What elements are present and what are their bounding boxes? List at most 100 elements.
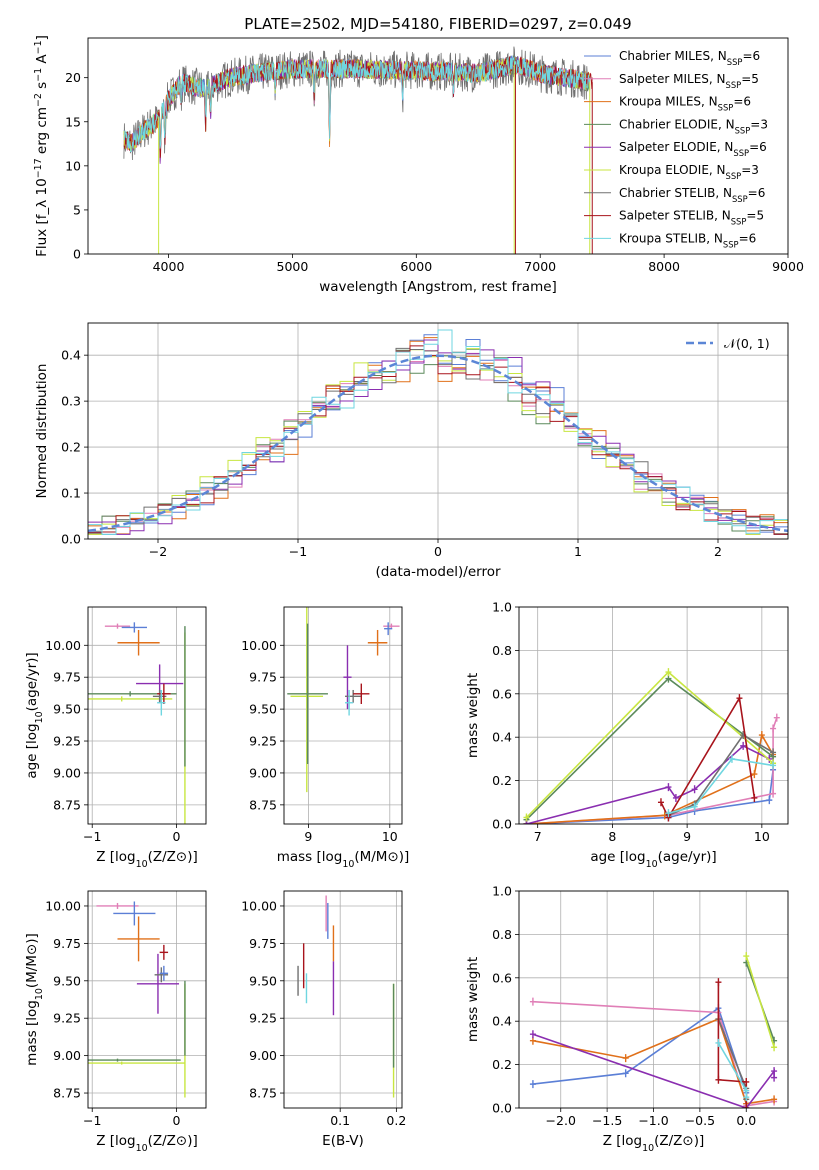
errorbar-point xyxy=(121,622,147,633)
errorbar-point xyxy=(353,683,370,705)
x-tick-label: 6000 xyxy=(400,259,432,274)
y-tick-label: 9.75 xyxy=(53,670,81,685)
weight-marker xyxy=(743,952,750,961)
weight-marker xyxy=(771,1073,778,1082)
x-tick-label: −1 xyxy=(83,829,101,844)
errorbar-point xyxy=(117,629,160,656)
weight-marker xyxy=(751,793,758,802)
errorbar-point xyxy=(117,916,160,962)
weight-marker xyxy=(736,694,743,703)
x-tick-label: 1 xyxy=(574,544,582,559)
x-axis-label: Z [log10(Z/Z⊙)] xyxy=(603,1133,705,1154)
x-tick-label: 8000 xyxy=(648,259,680,274)
y-tick-label: 9.75 xyxy=(53,936,81,951)
y-tick-label: 9.75 xyxy=(249,670,277,685)
errorbar-point xyxy=(104,623,131,629)
y-tick-label: 10.00 xyxy=(241,638,277,653)
weight-line-salpeter-elodie xyxy=(526,744,770,824)
errorbar-point xyxy=(154,967,169,983)
x-axis-label: (data-model)/error xyxy=(375,564,501,580)
weight-marker xyxy=(665,668,672,677)
x-tick-label: 9 xyxy=(304,829,312,844)
weight-marker xyxy=(665,809,672,818)
weight-marker xyxy=(622,1069,629,1078)
legend-label: Kroupa MILES, NSSP=6 xyxy=(619,95,751,113)
mass-vs-Z-frame xyxy=(87,890,207,1109)
y-tick-label: 0.2 xyxy=(492,773,512,788)
weight-marker xyxy=(672,793,679,802)
spectrum-legend: Chabrier MILES, NSSP=6 Salpeter MILES, NS… xyxy=(584,49,768,249)
legend-label: Chabrier MILES, NSSP=6 xyxy=(619,49,760,67)
x-axis-label: age [log10(age/yr)] xyxy=(590,849,716,870)
weight-line-kroupa-elodie xyxy=(745,955,775,1048)
legend-label: Kroupa STELIB, NSSP=6 xyxy=(619,231,756,249)
weight-marker xyxy=(770,761,777,770)
mass-vs-EBV-panel: 0.1 0.2 8.75 9.00 9.25 9.50 9.75 10.00 E(B-V) xyxy=(241,890,406,1149)
legend-label: 𝒩(0, 1) xyxy=(724,336,770,351)
weight-marker xyxy=(770,724,777,733)
x-tick-label: 8 xyxy=(608,829,616,844)
weight-marker xyxy=(740,741,747,750)
y-tick-label: 9.00 xyxy=(249,765,277,780)
y-tick-label: 1.0 xyxy=(492,600,512,615)
weight-line-kroupa-stelib xyxy=(668,758,774,814)
weight-marker xyxy=(657,798,664,807)
x-tick-label: −1 xyxy=(83,1113,101,1128)
y-tick-label: 10.00 xyxy=(241,898,277,913)
mass-vs-Z-panel: −1 0 8.75 9.00 9.25 9.50 9.75 10.00 Z [log10(Z/Z… xyxy=(24,890,207,1154)
y-tick-label: 0.3 xyxy=(61,394,81,409)
weight-marker xyxy=(743,1093,750,1102)
y-tick-label: 9.50 xyxy=(53,973,81,988)
y-tick-label: 15 xyxy=(65,114,81,129)
weight-marker xyxy=(529,1080,536,1089)
weight-marker xyxy=(770,748,777,757)
y-tick-label: 0.2 xyxy=(492,1057,512,1072)
weight-marker xyxy=(529,1030,536,1039)
errorbar-point xyxy=(343,645,352,710)
y-tick-label: 0 xyxy=(73,247,81,262)
legend-label: Salpeter STELIB, NSSP=5 xyxy=(619,209,764,227)
x-tick-label: 2 xyxy=(714,544,722,559)
y-tick-label: 8.75 xyxy=(249,1086,277,1101)
errorbar-point xyxy=(290,607,324,793)
weight-marker xyxy=(728,754,735,763)
y-tick-label: 10.00 xyxy=(45,638,81,653)
errorbar-point xyxy=(157,683,171,705)
weight-marker xyxy=(665,783,672,792)
massweight-vs-age-plot-area xyxy=(523,668,780,824)
massweight-vs-age-panel: 7 8 9 10 0.0 0.2 0.4 0.6 0.8 1.0 age [log10(age/yr… xyxy=(465,600,789,870)
y-tick-label: 0.2 xyxy=(61,440,81,455)
y-tick-label: 8.75 xyxy=(249,797,277,812)
age-vs-Z-plot-area xyxy=(88,622,186,824)
spectrum-line-kroupa-stelib xyxy=(123,56,591,153)
y-tick-label: 0.0 xyxy=(492,817,512,832)
y-axis-label: Flux [f_λ 10−17 erg cm−2 s−1 A−1] xyxy=(33,35,51,257)
hist-salpeter-stelib xyxy=(88,345,788,535)
errorbar-point xyxy=(383,623,400,629)
errorbar-point xyxy=(157,689,166,716)
weight-marker xyxy=(529,997,536,1006)
weight-marker xyxy=(771,1043,778,1052)
massweight-vs-Z-panel: −2.0 −1.5 −1.0 −0.5 0.0 0.0 0.2 0.4 0.6 0.8 1.0 Z [… xyxy=(465,884,789,1154)
y-tick-label: 5 xyxy=(73,202,81,217)
age-vs-Z-frame xyxy=(87,606,207,825)
weight-line-chabrier-stelib xyxy=(668,733,774,817)
weight-line-salpeter-stelib xyxy=(660,695,756,820)
weight-marker xyxy=(743,1104,750,1108)
weight-marker xyxy=(751,770,758,779)
x-tick-label: −1.0 xyxy=(638,1113,668,1128)
legend-label: Salpeter ELODIE, NSSP=6 xyxy=(619,140,767,158)
y-tick-label: 9.00 xyxy=(249,1048,277,1063)
y-tick-label: 9.00 xyxy=(53,765,81,780)
errorbar-point xyxy=(88,696,173,702)
x-tick-label: 0.2 xyxy=(386,1113,406,1128)
x-axis-label: Z [log10(Z/Z⊙)] xyxy=(96,849,198,870)
y-tick-label: 9.25 xyxy=(249,1011,277,1026)
errorbar-point xyxy=(345,689,354,716)
weight-marker xyxy=(691,802,698,811)
x-tick-label: −1 xyxy=(289,544,307,559)
mass-vs-Z-plot-area xyxy=(88,901,186,1098)
legend-label: Salpeter MILES, NSSP=5 xyxy=(619,72,759,90)
y-tick-label: 9.50 xyxy=(53,702,81,717)
